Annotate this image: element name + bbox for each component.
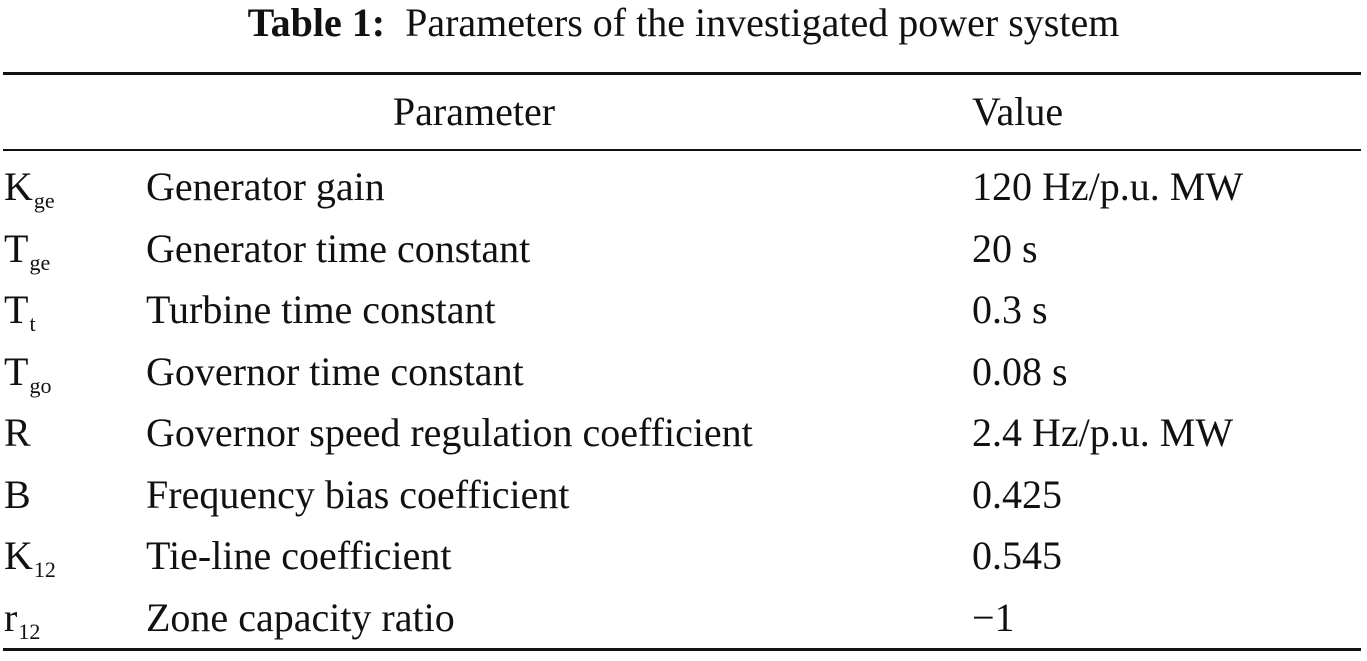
parameter-value: 0.3 s	[972, 287, 1048, 332]
table-caption-text: Parameters of the investigated power sys…	[405, 0, 1120, 45]
parameter-symbol: Tt	[4, 287, 36, 336]
parameter-description: Generator gain	[146, 164, 385, 209]
header-value: Value	[972, 89, 1064, 134]
parameter-description: Governor speed regulation coefficient	[146, 410, 753, 455]
parameter-symbol: K12	[4, 533, 56, 582]
parameter-subscript: 12	[33, 557, 56, 582]
parameter-subscript: ge	[33, 188, 55, 213]
parameter-symbol: Tgo	[4, 348, 52, 398]
parameter-symbol: R	[4, 410, 31, 455]
parameter-subscript: t	[29, 311, 36, 336]
table-body: Kge Generator gain 120 Hz/p.u. MW Tge Ge…	[0, 158, 1367, 650]
parameter-value: 20 s	[972, 225, 1038, 271]
table-caption: Table 1: Parameters of the investigated …	[0, 0, 1367, 48]
table-row: K12 Tie-line coefficient 0.545	[0, 527, 1367, 589]
parameter-description: Zone capacity ratio	[146, 594, 455, 640]
parameter-description: Frequency bias coefficient	[146, 471, 570, 517]
parameter-symbol: Kge	[4, 164, 55, 213]
parameter-value: 2.4 Hz/p.u. MW	[972, 410, 1234, 455]
table-top-rule	[3, 72, 1361, 75]
parameter-description: Governor time constant	[146, 348, 524, 394]
parameter-value: −1	[972, 594, 1015, 640]
table-bottom-rule	[3, 648, 1361, 651]
parameter-symbol: r12	[4, 594, 41, 644]
table-row: R Governor speed regulation coefficient …	[0, 404, 1367, 466]
table-row: Tt Turbine time constant 0.3 s	[0, 281, 1367, 343]
table-row: Kge Generator gain 120 Hz/p.u. MW	[0, 158, 1367, 220]
table-caption-label: Table 1:	[247, 0, 386, 45]
parameter-description: Tie-line coefficient	[146, 533, 452, 578]
parameter-symbol: B	[4, 471, 31, 517]
table-row: Tge Generator time constant 20 s	[0, 220, 1367, 282]
parameter-value: 0.545	[972, 533, 1062, 578]
parameter-value: 0.08 s	[972, 348, 1068, 394]
table-row: B Frequency bias coefficient 0.425	[0, 466, 1367, 528]
parameter-subscript: go	[29, 372, 52, 398]
parameter-description: Generator time constant	[146, 225, 531, 271]
header-parameter: Parameter	[392, 89, 556, 134]
table-row: r12 Zone capacity ratio −1	[0, 589, 1367, 651]
parameter-value: 120 Hz/p.u. MW	[972, 164, 1244, 209]
parameter-symbol: Tge	[4, 225, 51, 275]
table-row: Tgo Governor time constant 0.08 s	[0, 343, 1367, 405]
parameter-subscript: 12	[18, 618, 41, 644]
parameter-subscript: ge	[29, 249, 51, 275]
table-header-rule	[3, 149, 1361, 151]
parameter-description: Turbine time constant	[146, 287, 496, 332]
parameter-value: 0.425	[972, 471, 1062, 517]
